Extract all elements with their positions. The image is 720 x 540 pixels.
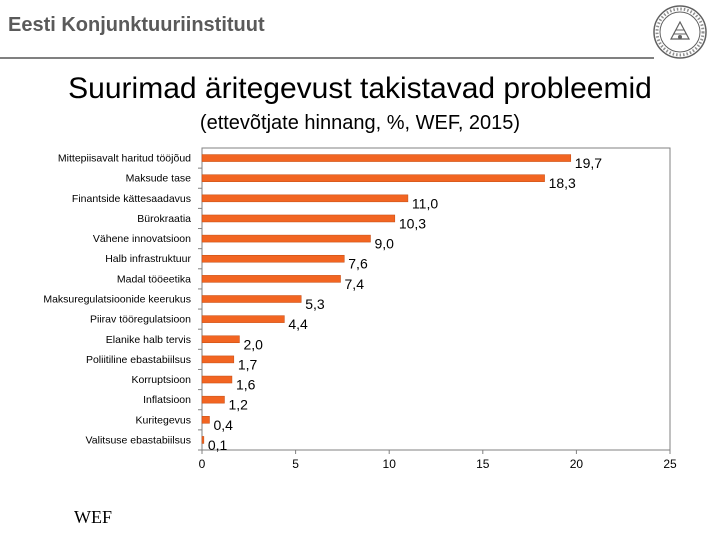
data-label: 7,4	[345, 276, 365, 292]
category-label: Mittepiisavalt haritud tööjõud	[58, 153, 191, 165]
bar	[201, 154, 572, 162]
data-label: 9,0	[374, 236, 394, 252]
source-label: WEF	[74, 507, 112, 527]
bar	[201, 295, 302, 303]
category-label: Halb infrastruktuur	[105, 253, 191, 265]
category-label: Madal tööeetika	[117, 273, 191, 285]
bar	[201, 214, 396, 223]
x-tick-label: 20	[570, 457, 584, 471]
data-label: 7,6	[348, 256, 368, 272]
bar	[201, 335, 240, 344]
bar	[201, 315, 285, 323]
category-label: Piirav tööregulatsioon	[90, 314, 191, 326]
data-label: 0,4	[213, 417, 233, 433]
data-label: 10,3	[399, 215, 426, 231]
x-tick-label: 10	[383, 457, 397, 471]
bar	[201, 355, 235, 364]
institute-seal-icon	[653, 5, 707, 59]
data-label: 18,3	[549, 175, 576, 191]
category-label: Kuritegevus	[136, 414, 191, 426]
bar	[201, 174, 545, 182]
category-label: Maksude tase	[126, 173, 192, 185]
data-label: 5,3	[305, 296, 325, 312]
category-label: Poliitiline ebastabiilsus	[86, 354, 191, 366]
x-tick-label: 0	[199, 457, 206, 471]
category-label: Inflatsioon	[143, 394, 191, 406]
category-label: Vähene innovatsioon	[93, 233, 191, 245]
x-tick-label: 25	[663, 457, 677, 471]
data-label: 2,0	[243, 336, 263, 352]
data-label: 1,7	[238, 356, 258, 372]
data-label: 19,7	[575, 155, 602, 171]
bar	[201, 234, 371, 243]
category-label: Valitsuse ebastabiilsus	[86, 434, 191, 446]
slide-title: Suurimad äritegevust takistavad probleem…	[68, 72, 652, 105]
data-label: 0,1	[208, 437, 228, 453]
category-label: Bürokraatia	[137, 213, 191, 225]
bar	[201, 275, 341, 283]
bar	[201, 436, 205, 444]
slide-subtitle: (ettevõtjate hinnang, %, WEF, 2015)	[199, 112, 521, 134]
data-label: 1,6	[236, 377, 256, 393]
bar	[201, 254, 345, 263]
bar	[201, 194, 409, 203]
category-label: Elanike halb tervis	[106, 334, 191, 346]
bar	[201, 416, 210, 424]
x-tick-label: 5	[292, 457, 299, 471]
data-label: 1,2	[228, 397, 248, 413]
x-tick-label: 15	[476, 457, 490, 471]
data-label: 11,0	[412, 195, 438, 211]
header-divider	[0, 57, 654, 59]
category-label: Korruptsioon	[131, 374, 191, 386]
bar	[201, 395, 225, 404]
bar	[201, 375, 233, 384]
data-label: 4,4	[288, 316, 308, 332]
header-title: Eesti Konjunktuuriinstituut	[8, 14, 265, 36]
category-label: Finantside kättesaadavus	[72, 193, 191, 205]
bar-chart: 0 5 10 15 20 25 Mittepiisavalt haritud tööjõud…	[43, 147, 677, 471]
category-label: Maksuregulatsioonide keerukus	[43, 294, 191, 306]
